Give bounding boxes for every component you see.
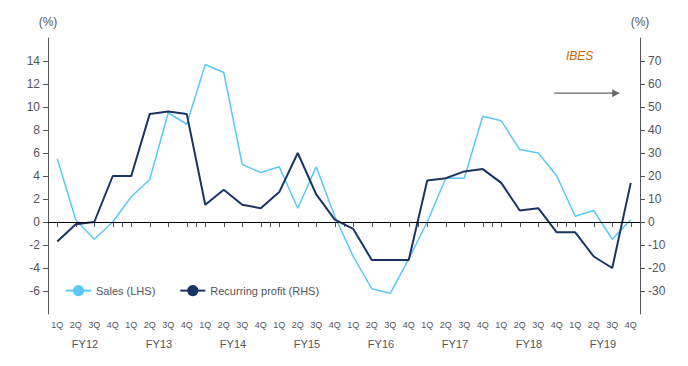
svg-text:-30: -30 <box>648 284 666 298</box>
svg-text:14: 14 <box>27 54 41 68</box>
svg-text:4Q: 4Q <box>255 320 267 330</box>
svg-text:2Q: 2Q <box>218 320 230 330</box>
svg-text:-4: -4 <box>29 261 40 275</box>
svg-text:(%): (%) <box>39 15 58 29</box>
svg-text:FY13: FY13 <box>146 338 172 350</box>
svg-text:1Q: 1Q <box>125 320 137 330</box>
svg-text:30: 30 <box>648 146 662 160</box>
svg-text:FY18: FY18 <box>516 338 542 350</box>
svg-text:3Q: 3Q <box>532 320 544 330</box>
svg-text:2Q: 2Q <box>514 320 526 330</box>
svg-text:1Q: 1Q <box>495 320 507 330</box>
svg-text:2Q: 2Q <box>440 320 452 330</box>
svg-text:1Q: 1Q <box>421 320 433 330</box>
svg-text:-10: -10 <box>648 238 666 252</box>
svg-text:FY16: FY16 <box>368 338 394 350</box>
svg-text:2: 2 <box>33 192 40 206</box>
svg-text:4Q: 4Q <box>625 320 637 330</box>
svg-text:0: 0 <box>648 215 655 229</box>
svg-text:4Q: 4Q <box>181 320 193 330</box>
svg-text:0: 0 <box>33 215 40 229</box>
svg-text:1Q: 1Q <box>347 320 359 330</box>
svg-text:3Q: 3Q <box>236 320 248 330</box>
svg-text:50: 50 <box>648 100 662 114</box>
svg-text:4Q: 4Q <box>329 320 341 330</box>
svg-text:1Q: 1Q <box>273 320 285 330</box>
svg-text:8: 8 <box>33 123 40 137</box>
svg-text:40: 40 <box>648 123 662 137</box>
svg-text:2Q: 2Q <box>588 320 600 330</box>
svg-text:3Q: 3Q <box>88 320 100 330</box>
svg-text:4Q: 4Q <box>403 320 415 330</box>
svg-text:-2: -2 <box>29 238 40 252</box>
svg-text:3Q: 3Q <box>458 320 470 330</box>
svg-text:FY17: FY17 <box>442 338 468 350</box>
svg-text:20: 20 <box>648 169 662 183</box>
svg-text:2Q: 2Q <box>70 320 82 330</box>
svg-text:4: 4 <box>33 169 40 183</box>
svg-text:4Q: 4Q <box>107 320 119 330</box>
svg-text:2Q: 2Q <box>366 320 378 330</box>
svg-text:1Q: 1Q <box>51 320 63 330</box>
svg-text:-20: -20 <box>648 261 666 275</box>
svg-text:-6: -6 <box>29 284 40 298</box>
svg-text:4Q: 4Q <box>477 320 489 330</box>
svg-text:3Q: 3Q <box>162 320 174 330</box>
svg-text:10: 10 <box>27 100 41 114</box>
svg-text:FY12: FY12 <box>72 338 98 350</box>
svg-text:10: 10 <box>648 192 662 206</box>
svg-text:1Q: 1Q <box>569 320 581 330</box>
svg-text:6: 6 <box>33 146 40 160</box>
svg-text:(%): (%) <box>631 15 650 29</box>
svg-text:70: 70 <box>648 54 662 68</box>
svg-text:2Q: 2Q <box>144 320 156 330</box>
svg-text:4Q: 4Q <box>551 320 563 330</box>
svg-text:Sales (LHS): Sales (LHS) <box>96 285 155 297</box>
svg-text:IBES: IBES <box>566 49 593 63</box>
svg-text:3Q: 3Q <box>310 320 322 330</box>
svg-text:12: 12 <box>27 77 41 91</box>
svg-text:FY19: FY19 <box>590 338 616 350</box>
svg-text:3Q: 3Q <box>606 320 618 330</box>
svg-text:FY14: FY14 <box>220 338 246 350</box>
svg-text:60: 60 <box>648 77 662 91</box>
svg-text:2Q: 2Q <box>292 320 304 330</box>
svg-text:FY15: FY15 <box>294 338 320 350</box>
svg-text:1Q: 1Q <box>199 320 211 330</box>
svg-text:3Q: 3Q <box>384 320 396 330</box>
svg-text:Recurring profit (RHS): Recurring profit (RHS) <box>210 285 319 297</box>
